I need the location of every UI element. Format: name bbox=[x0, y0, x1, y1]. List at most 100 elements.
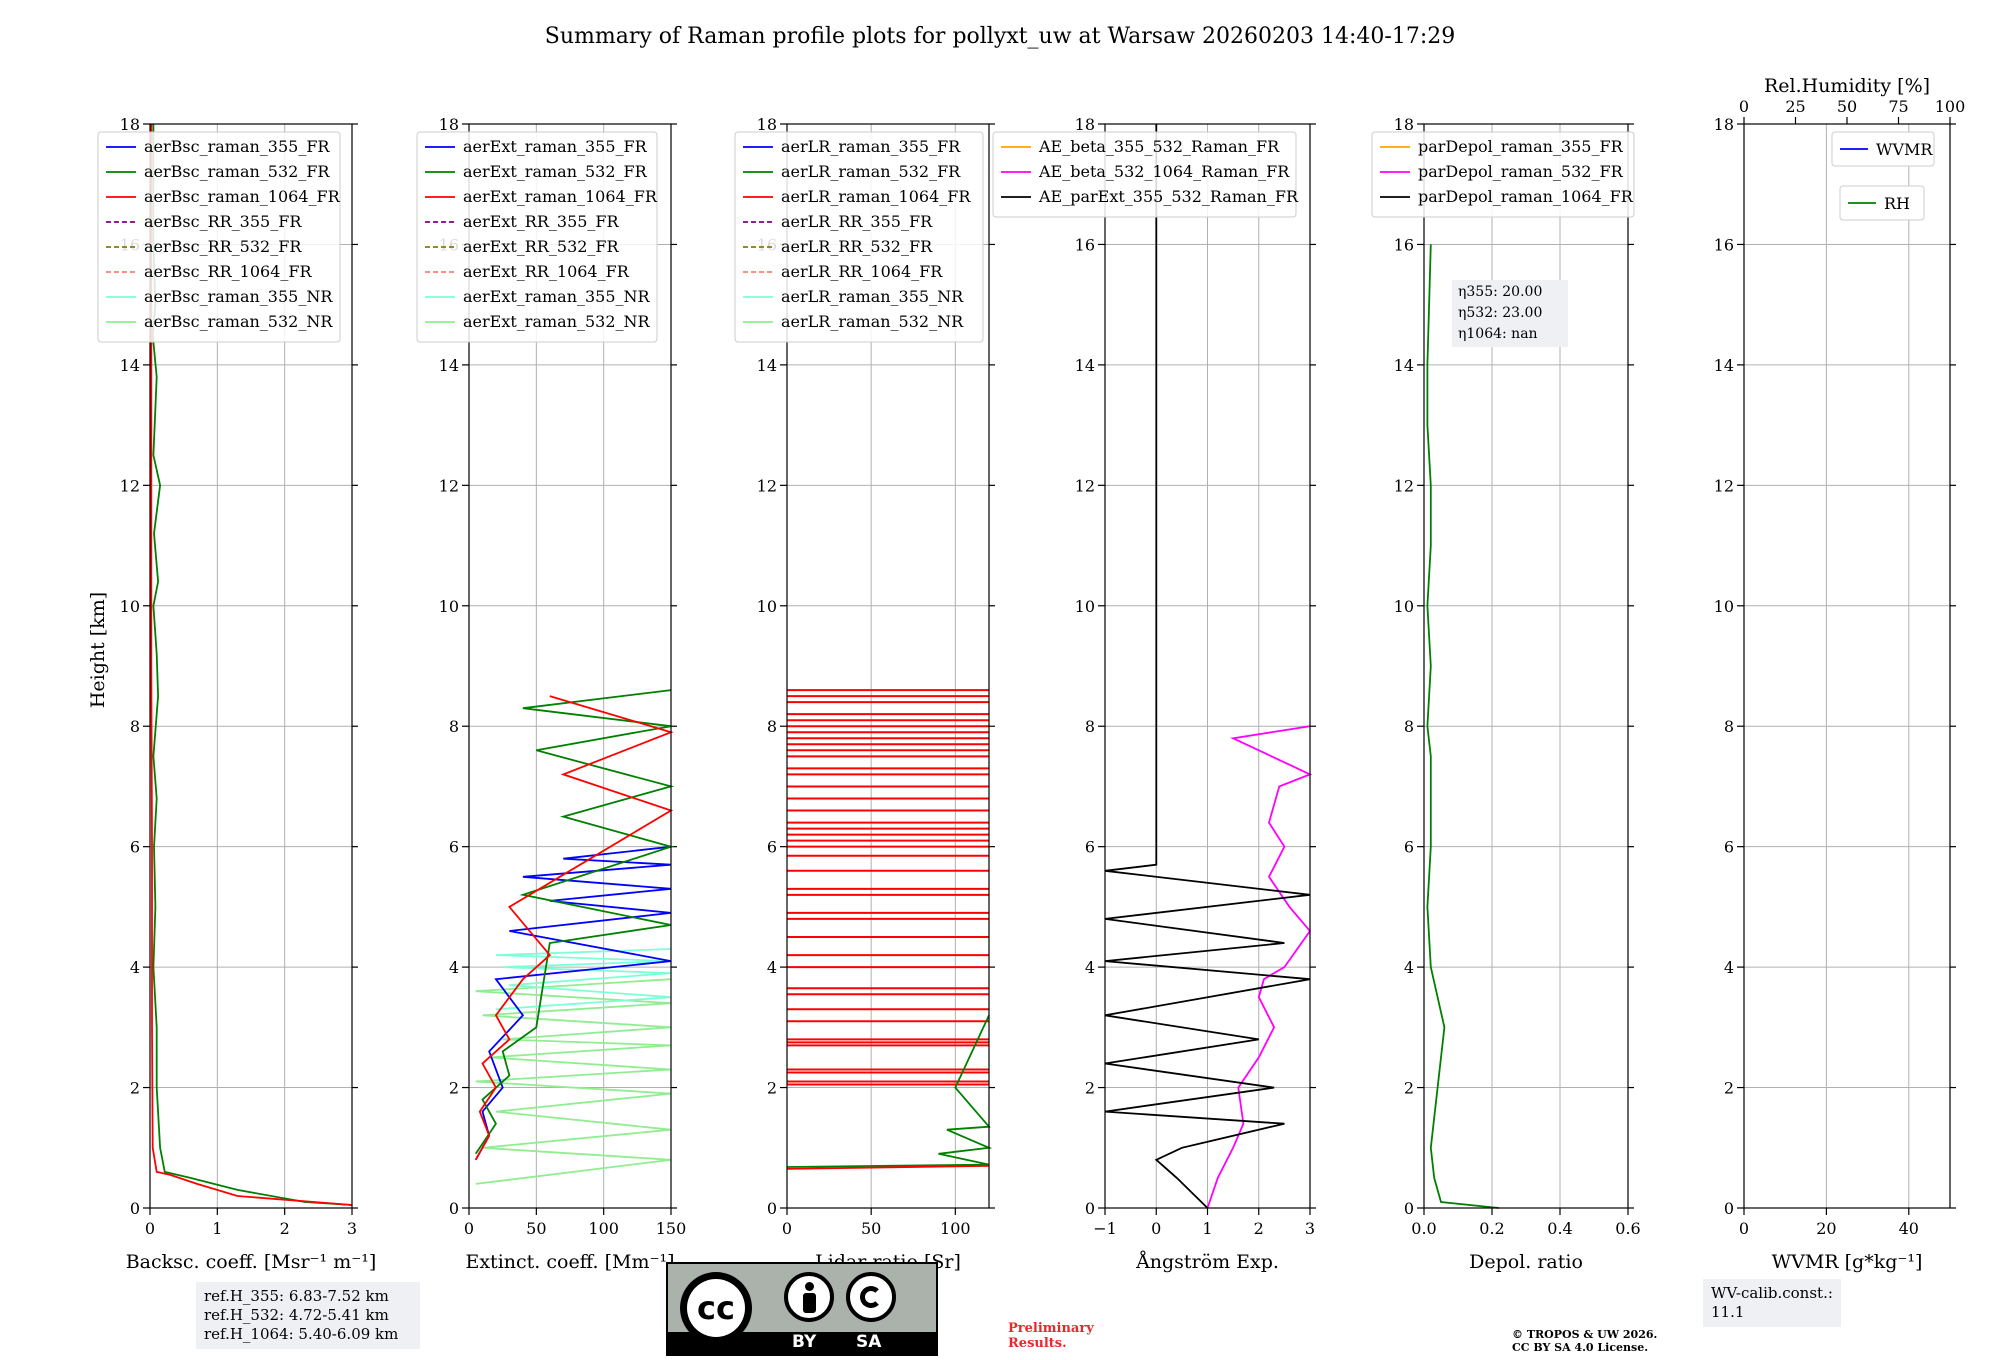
x-tick-label: 0 bbox=[1739, 1219, 1749, 1238]
legend-label-AE_beta_532_1064_Raman_FR: AE_beta_532_1064_Raman_FR bbox=[1038, 162, 1290, 181]
y-tick-label: 16 bbox=[1714, 235, 1734, 254]
y-tick-label: 6 bbox=[449, 838, 459, 857]
x-tick-label: 1 bbox=[212, 1219, 222, 1238]
copyright-line-2: CC BY SA 4.0 License. bbox=[1512, 1341, 1649, 1354]
y-tick-label: 8 bbox=[1085, 717, 1095, 736]
y-tick-label: 4 bbox=[1724, 958, 1734, 977]
legend-box-rh bbox=[1839, 185, 1925, 221]
legend-label-aerExt_raman_532_NR: aerExt_raman_532_NR bbox=[463, 312, 651, 331]
plot-frame bbox=[1743, 123, 1951, 1209]
series-aerLR_raman_1064_FR bbox=[786, 1164, 990, 1170]
preliminary-results-note: Preliminary Results. bbox=[1008, 1321, 1094, 1351]
eta-1064: η1064: nan bbox=[1458, 326, 1538, 342]
by-label: BY bbox=[792, 1332, 817, 1352]
y-tick-label: 6 bbox=[767, 838, 777, 857]
y-axis-label: Height [km] bbox=[87, 592, 109, 708]
series-aerExt_raman_532_NR bbox=[475, 978, 672, 1185]
y-tick-label: 18 bbox=[1714, 115, 1734, 134]
legend-label-aerExt_raman_355_NR: aerExt_raman_355_NR bbox=[463, 287, 651, 306]
y-tick-label: 0 bbox=[767, 1199, 777, 1218]
x-tick-label: 100 bbox=[940, 1219, 971, 1238]
legend-box bbox=[734, 131, 984, 343]
legend-label-aerExt_raman_355_FR: aerExt_raman_355_FR bbox=[463, 137, 648, 156]
panel-wvmr: 0 20 40 0 2 4 6 8 10 12 14 16 18 WVMR [g*kg⁻¹] 0 25 50 75… bbox=[1714, 75, 1966, 1273]
y-tick-label: 0 bbox=[1724, 1199, 1734, 1218]
x-tick-label: 2 bbox=[1254, 1219, 1264, 1238]
legend-label-aerBsc_raman_355_FR: aerBsc_raman_355_FR bbox=[144, 137, 330, 156]
y-tick-label: 18 bbox=[757, 115, 777, 134]
plot-frame bbox=[786, 123, 990, 1209]
legend-label-aerExt_RR_1064_FR: aerExt_RR_1064_FR bbox=[463, 262, 630, 281]
x-axis-label: WVMR [g*kg⁻¹] bbox=[1772, 1251, 1923, 1273]
legend-label-aerBsc_raman_1064_FR: aerBsc_raman_1064_FR bbox=[144, 187, 341, 206]
y-tick-label: 12 bbox=[1075, 476, 1095, 495]
legend-label-aerLR_raman_532_FR: aerLR_raman_532_FR bbox=[781, 162, 961, 181]
y-tick-label: 12 bbox=[120, 476, 140, 495]
y-tick-label: 18 bbox=[120, 115, 140, 134]
legend-label-aerExt_RR_532_FR: aerExt_RR_532_FR bbox=[463, 237, 620, 256]
x-tick-label: 40 bbox=[1899, 1219, 1919, 1238]
x-axis-label: Ångström Exp. bbox=[1135, 1251, 1279, 1273]
x-tick-label: 150 bbox=[656, 1219, 687, 1238]
top-x-tick-label: 0 bbox=[1739, 97, 1749, 116]
y-tick-label: 10 bbox=[757, 597, 777, 616]
x-tick-label: 50 bbox=[526, 1219, 546, 1238]
preliminary-line-2: Results. bbox=[1008, 1336, 1067, 1351]
eta-355: η355: 20.00 bbox=[1458, 284, 1543, 300]
eta-532: η532: 23.00 bbox=[1458, 305, 1543, 321]
legend-label-aerBsc_raman_355_NR: aerBsc_raman_355_NR bbox=[144, 287, 333, 306]
x-tick-label: 3 bbox=[347, 1219, 357, 1238]
legend-label-aerExt_raman_532_FR: aerExt_raman_532_FR bbox=[463, 162, 648, 181]
copyright-line-1: © TROPOS & UW 2026. bbox=[1512, 1328, 1658, 1341]
legend-label-aerBsc_RR_1064_FR: aerBsc_RR_1064_FR bbox=[144, 262, 313, 281]
y-tick-label: 4 bbox=[130, 958, 140, 977]
series-aerBsc_raman_1064_FR bbox=[150, 124, 353, 1206]
y-tick-label: 16 bbox=[1394, 235, 1414, 254]
x-tick-label: 0 bbox=[464, 1219, 474, 1238]
y-tick-label: 14 bbox=[439, 356, 459, 375]
y-tick-label: 0 bbox=[130, 1199, 140, 1218]
y-tick-label: 14 bbox=[120, 356, 140, 375]
y-tick-label: 14 bbox=[1394, 356, 1414, 375]
top-x-axis-label: Rel.Humidity [%] bbox=[1764, 75, 1930, 97]
y-tick-label: 2 bbox=[1085, 1079, 1095, 1098]
plot-frame bbox=[149, 123, 353, 1209]
y-tick-label: 18 bbox=[1394, 115, 1414, 134]
y-tick-label: 8 bbox=[130, 717, 140, 736]
cc-by-sa-badge: cc BY SA bbox=[666, 1262, 938, 1356]
y-tick-label: 12 bbox=[757, 476, 777, 495]
series-parDepol_raman_532_FR bbox=[1426, 244, 1499, 1209]
plot-frame bbox=[468, 123, 672, 1209]
y-tick-label: 10 bbox=[1075, 597, 1095, 616]
y-tick-label: 2 bbox=[130, 1079, 140, 1098]
legend-label-aerBsc_RR_532_FR: aerBsc_RR_532_FR bbox=[144, 237, 302, 256]
y-tick-label: 10 bbox=[120, 597, 140, 616]
y-tick-label: 12 bbox=[1714, 476, 1734, 495]
y-tick-label: 0 bbox=[449, 1199, 459, 1218]
y-tick-label: 4 bbox=[1085, 958, 1095, 977]
y-tick-label: 2 bbox=[1724, 1079, 1734, 1098]
y-tick-label: 6 bbox=[130, 838, 140, 857]
by-attribution-icon bbox=[784, 1272, 834, 1322]
y-tick-label: 2 bbox=[449, 1079, 459, 1098]
legend-label-aerLR_raman_1064_FR: aerLR_raman_1064_FR bbox=[781, 187, 971, 206]
x-tick-label: 0 bbox=[1151, 1219, 1161, 1238]
y-tick-label: 18 bbox=[439, 115, 459, 134]
x-tick-label: 0.2 bbox=[1479, 1219, 1504, 1238]
y-tick-label: 0 bbox=[1404, 1199, 1414, 1218]
top-x-tick-label: 50 bbox=[1837, 97, 1857, 116]
panel-extinction: 050100150024681012141618Extinct. coeff. … bbox=[416, 115, 687, 1273]
series-AE_beta_532_1064_Raman_FR bbox=[1206, 725, 1313, 1209]
x-tick-label: 20 bbox=[1816, 1219, 1836, 1238]
series-aerLR_raman_532_FR bbox=[786, 1014, 993, 1168]
top-x-tick-label: 100 bbox=[1935, 97, 1966, 116]
y-tick-label: 8 bbox=[767, 717, 777, 736]
legend-label-aerExt_RR_355_FR: aerExt_RR_355_FR bbox=[463, 212, 620, 231]
series-aerBsc_raman_532_FR bbox=[151, 124, 353, 1206]
cc-logo-icon: cc bbox=[680, 1272, 752, 1344]
y-tick-label: 10 bbox=[439, 597, 459, 616]
y-tick-label: 10 bbox=[1394, 597, 1414, 616]
x-tick-label: 0.0 bbox=[1411, 1219, 1436, 1238]
y-tick-label: 14 bbox=[1075, 356, 1095, 375]
